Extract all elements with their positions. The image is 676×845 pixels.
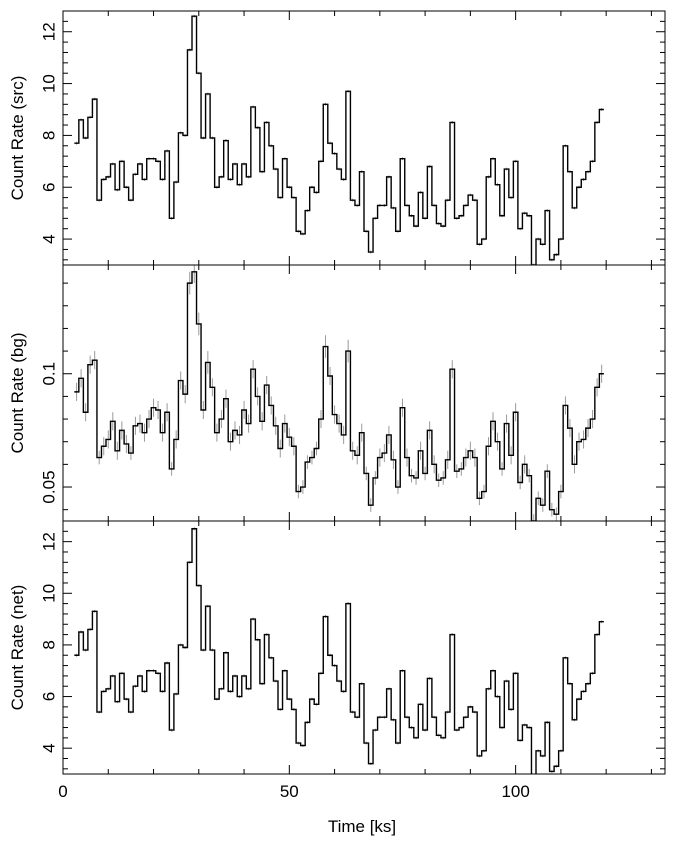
- bg-y-axis-title: Count Rate (bg): [8, 333, 27, 454]
- net-y-tick-label: 4: [39, 743, 58, 752]
- bg-panel-frame: [62, 264, 666, 522]
- net-y-tick-label: 10: [39, 584, 58, 603]
- src-series-line: [74, 15, 604, 265]
- x-axis-title: Time [ks]: [328, 817, 396, 836]
- bg-series-line: [74, 271, 604, 521]
- bg-y-tick-label: 0.05: [39, 470, 58, 503]
- src-y-tick-label: 6: [39, 183, 58, 192]
- net-y-tick-label: 6: [39, 692, 58, 701]
- net-y-tick-label: 12: [39, 532, 58, 551]
- net-y-axis-title: Count Rate (net): [8, 585, 27, 711]
- bg-y-tick-label: 0.1: [39, 362, 58, 386]
- x-tick-label: 50: [280, 782, 299, 801]
- src-y-tick-label: 8: [39, 131, 58, 140]
- net-y-tick-label: 8: [39, 640, 58, 649]
- x-tick-label: 0: [58, 782, 67, 801]
- src-y-axis-title: Count Rate (src): [8, 76, 27, 201]
- net-series-line: [74, 528, 604, 774]
- net-panel-frame: [62, 520, 666, 775]
- src-y-tick-label: 12: [39, 22, 58, 41]
- src-y-tick-label: 10: [39, 74, 58, 93]
- x-tick-label: 100: [501, 782, 529, 801]
- src-y-tick-label: 4: [39, 234, 58, 243]
